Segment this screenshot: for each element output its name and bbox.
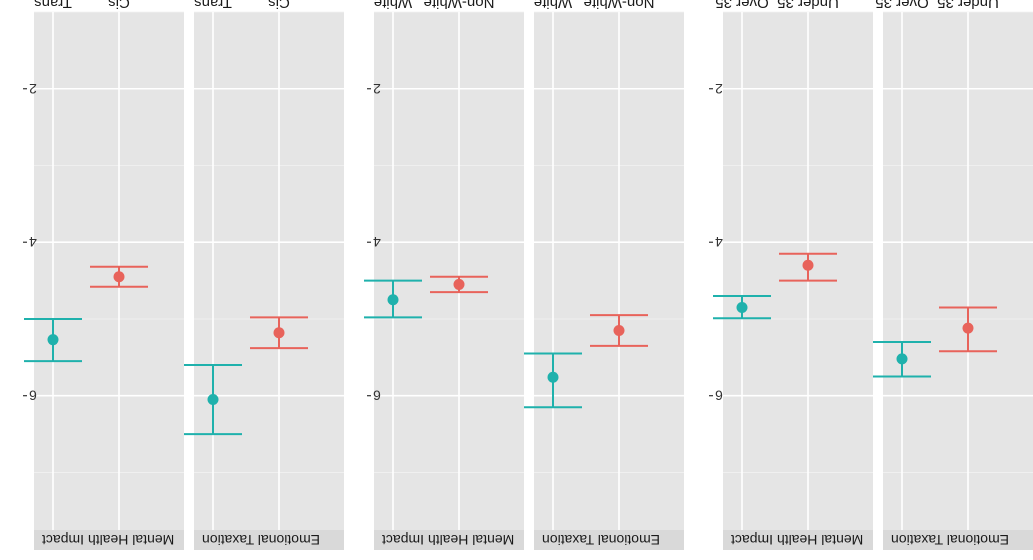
- category-label: Cis: [108, 0, 130, 11]
- category-label: White: [534, 0, 572, 11]
- category-label: Cis: [268, 0, 290, 11]
- tick-label: 6: [715, 388, 723, 404]
- category-label: Non-White: [584, 0, 655, 11]
- facet-strip: [534, 530, 684, 550]
- errorbar-race-1-2: [524, 352, 582, 409]
- mean-point: [962, 322, 974, 334]
- panel-gender-1: Emotional Taxation: [184, 11, 344, 550]
- errorbar-race-1-1: [590, 314, 648, 347]
- facet-strip: [194, 530, 344, 550]
- panel-background: [534, 12, 684, 530]
- mean-point: [113, 271, 125, 283]
- category-label: Non-White: [424, 0, 495, 11]
- mean-point: [613, 324, 625, 336]
- panel-gender-2: Mental Health Impact: [24, 11, 184, 550]
- mean-point: [802, 259, 814, 271]
- errorbar-gender-1-2: [184, 364, 242, 436]
- errorbar-race-2-2: [364, 279, 422, 319]
- facet-strip: [34, 530, 184, 550]
- value-axis-gender: 2 4 6: [23, 81, 37, 404]
- facet-strip: [723, 530, 873, 550]
- facet-strip-label: Mental Health Impact: [42, 532, 174, 548]
- tick-label: 6: [29, 388, 37, 404]
- panel-background: [374, 12, 524, 530]
- tick-label: 2: [373, 81, 381, 97]
- facet-strip-label: Emotional Taxation: [891, 532, 1009, 548]
- value-axis-race: 2 4 6: [367, 81, 381, 404]
- category-label: Trans: [34, 0, 72, 11]
- errorbar-age-2-2: [713, 294, 771, 320]
- facet-strip-label: Mental Health Impact: [731, 532, 863, 548]
- mean-point: [736, 301, 748, 313]
- errorbar-gender-1-1: [250, 316, 308, 350]
- mean-point: [207, 394, 219, 406]
- panel-background: [723, 12, 873, 530]
- errorbar-gender-2-1: [90, 265, 148, 288]
- errorbar-age-2-1: [779, 252, 837, 282]
- tick-label: 6: [373, 388, 381, 404]
- mean-point: [273, 327, 285, 339]
- facet-strip-label: Mental Health Impact: [382, 532, 514, 548]
- mean-point: [47, 334, 59, 346]
- value-axis-age: 2 4 6: [709, 81, 723, 404]
- panel-age-1: Emotional Taxation: [873, 11, 1033, 550]
- facet-strip-label: Emotional Taxation: [542, 532, 660, 548]
- category-label: Over 35: [875, 0, 928, 11]
- panel-background: [194, 12, 344, 530]
- panel-race-2: Mental Health Impact: [364, 11, 524, 550]
- mean-point: [387, 294, 399, 306]
- category-label: Under 35: [937, 0, 999, 11]
- facet-group-age: Emotional Taxation Mental Health Impact Un…: [709, 0, 1033, 550]
- facet-group-race: Emotional Taxation Mental Health Impact No…: [364, 0, 684, 550]
- facet-strip: [883, 530, 1033, 550]
- category-label: White: [374, 0, 412, 11]
- errorbar-gender-2-2: [24, 317, 82, 363]
- facet-strip-label: Emotional Taxation: [202, 532, 320, 548]
- panel-background: [883, 12, 1033, 530]
- category-label: Trans: [194, 0, 232, 11]
- tick-label: 4: [715, 234, 723, 250]
- panel-race-1: Emotional Taxation: [524, 11, 684, 550]
- chart-root: Emotional Taxation Mental Health Impact Un…: [23, 0, 1033, 550]
- facet-group-gender: Emotional Taxation Mental Health Impact Ci…: [23, 0, 344, 550]
- mean-point: [453, 278, 465, 290]
- panel-age-2: Mental Health Impact: [713, 11, 873, 550]
- facet-strip: [374, 530, 524, 550]
- category-label: Under 35: [777, 0, 839, 11]
- mean-point: [547, 371, 559, 383]
- panel-background: [34, 12, 184, 530]
- category-label: Over 35: [715, 0, 768, 11]
- tick-label: 2: [29, 81, 37, 97]
- tick-label: 4: [29, 234, 37, 250]
- mean-point: [896, 353, 908, 365]
- errorbar-race-2-1: [430, 275, 488, 294]
- errorbar-age-1-1: [939, 306, 997, 353]
- tick-label: 4: [373, 234, 381, 250]
- errorbar-age-1-2: [873, 340, 931, 378]
- tick-label: 2: [715, 81, 723, 97]
